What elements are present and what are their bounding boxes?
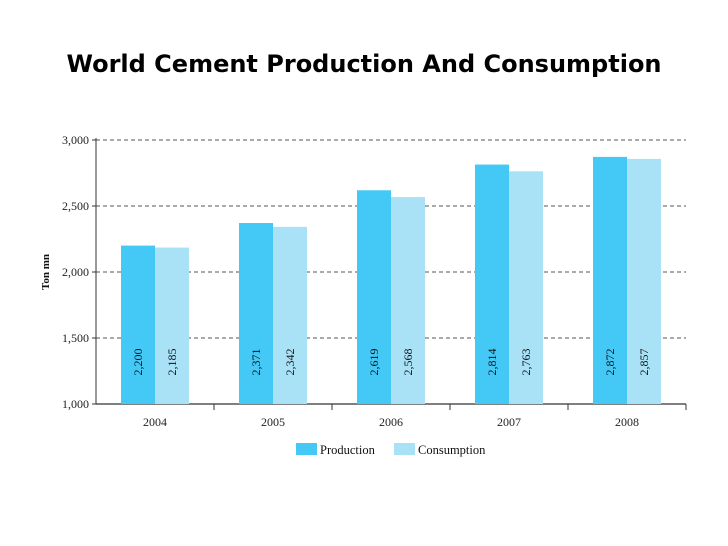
y-tick-label: 2,500 [62, 199, 89, 213]
legend-label-consumption: Consumption [418, 443, 486, 457]
bar-production-2004 [121, 245, 155, 404]
x-tick-labels: 2004 2005 2006 2007 2008 [143, 415, 639, 429]
y-tick-label: 2,000 [62, 265, 89, 279]
data-label-consumption-2004: 2,185 [165, 349, 179, 376]
bar-consumption-2008 [627, 158, 661, 404]
data-labels: 2,200 2,185 2,371 2,342 2,619 2,568 2,814 2,763… [131, 349, 651, 376]
data-label-production-2007: 2,814 [485, 349, 499, 376]
legend: Production Consumption [296, 443, 486, 457]
bar-consumption-2006 [391, 197, 425, 404]
y-tick-label: 1,500 [62, 331, 89, 345]
y-axis-title: Ton mn [40, 254, 52, 290]
legend-swatch-production [296, 443, 317, 455]
data-label-production-2004: 2,200 [131, 349, 145, 376]
bar-consumption-2004 [155, 247, 189, 404]
data-label-consumption-2005: 2,342 [283, 349, 297, 376]
data-label-production-2008: 2,872 [603, 349, 617, 376]
legend-label-production: Production [320, 443, 376, 457]
bar-production-2005 [239, 223, 273, 404]
bars [121, 156, 661, 404]
data-label-production-2006: 2,619 [367, 349, 381, 376]
x-tick-label: 2006 [379, 415, 403, 429]
data-label-consumption-2007: 2,763 [519, 349, 533, 376]
x-tick-label: 2005 [261, 415, 285, 429]
bar-consumption-2005 [273, 226, 307, 404]
y-tick-label: 3,000 [62, 133, 89, 147]
y-tick-label: 1,000 [62, 397, 89, 411]
y-tick-labels: 1,000 1,500 2,000 2,500 3,000 [62, 133, 89, 411]
data-label-consumption-2006: 2,568 [401, 349, 415, 376]
x-tick-label: 2004 [143, 415, 167, 429]
bar-consumption-2007 [509, 171, 543, 404]
data-label-production-2005: 2,371 [249, 349, 263, 376]
x-tick-label: 2008 [615, 415, 639, 429]
slide-title: World Cement Production And Consumption [66, 50, 662, 78]
data-label-consumption-2008: 2,857 [637, 349, 651, 376]
bar-production-2006 [357, 190, 391, 404]
legend-swatch-consumption [394, 443, 415, 455]
bar-production-2008 [593, 156, 627, 404]
x-tick-label: 2007 [497, 415, 521, 429]
bar-production-2007 [475, 164, 509, 404]
